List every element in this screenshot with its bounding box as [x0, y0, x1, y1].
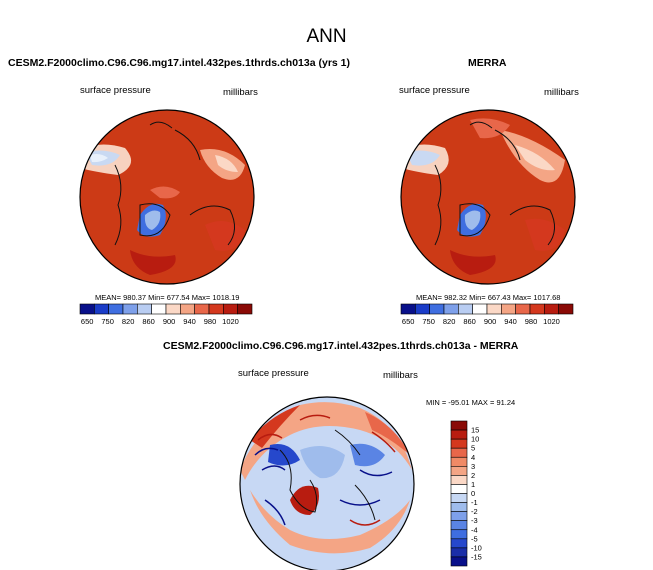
- colorbar-tick-label: 900: [484, 317, 497, 326]
- colorbar-tick-label: 15: [471, 426, 479, 435]
- colorbar-swatch: [151, 303, 167, 315]
- colorbar-swatch: [165, 303, 181, 315]
- colorbar-tick-label: 650: [81, 317, 94, 326]
- colorbar-swatch: [529, 303, 545, 315]
- colorbar-swatch: [450, 484, 468, 494]
- obs-panel-header: MERRA: [468, 57, 507, 69]
- colorbar-tick-label: 860: [463, 317, 476, 326]
- colorbar-swatch: [458, 303, 473, 315]
- colorbar-swatch: [450, 538, 468, 549]
- colorbar-swatch: [450, 493, 468, 503]
- colorbar-tick-label: 940: [183, 317, 196, 326]
- colorbar-swatch: [450, 429, 468, 440]
- colorbar-swatch: [415, 303, 430, 315]
- colorbar-swatch: [450, 511, 468, 521]
- colorbar-swatch: [486, 303, 502, 315]
- model-var-label: surface pressure: [80, 85, 151, 96]
- colorbar-tick-label: 3: [471, 462, 475, 471]
- colorbar-swatch: [450, 447, 468, 458]
- colorbar-tick-label: -5: [471, 534, 478, 543]
- colorbar-swatch: [450, 438, 468, 449]
- colorbar-tick-label: -4: [471, 525, 478, 534]
- colorbar-tick-label: 980: [525, 317, 538, 326]
- colorbar-swatch: [450, 466, 468, 476]
- colorbar-tick-label: 750: [101, 317, 114, 326]
- colorbar-tick-label: -15: [471, 552, 482, 561]
- model-panel-header: CESM2.F2000climo.C96.C96.mg17.intel.432p…: [8, 57, 350, 69]
- colorbar-swatch: [450, 475, 468, 485]
- colorbar-swatch: [443, 303, 459, 315]
- model-colorbar: 650 750 820 860 900 940 980 1020: [79, 303, 253, 326]
- colorbar-swatch: [558, 303, 574, 315]
- colorbar-tick-label: 1020: [543, 317, 560, 326]
- colorbar-swatch: [429, 303, 445, 315]
- obs-var-label: surface pressure: [399, 85, 470, 96]
- colorbar-swatch: [223, 303, 238, 315]
- diff-units: millibars: [383, 370, 418, 381]
- obs-colorbar: 650 750 820 860 900 940 980 1020: [400, 303, 574, 326]
- colorbar-tick-label: 2: [471, 471, 475, 480]
- colorbar-tick-label: 980: [204, 317, 217, 326]
- colorbar-tick-label: 5: [471, 444, 475, 453]
- colorbar-tick-label: 820: [122, 317, 135, 326]
- colorbar-swatch: [194, 303, 210, 315]
- colorbar-tick-label: 10: [471, 435, 479, 444]
- colorbar-swatch: [237, 303, 253, 315]
- colorbar-swatch: [450, 502, 468, 512]
- colorbar-swatch: [94, 303, 109, 315]
- main-title: ANN: [306, 26, 347, 47]
- colorbar-tick-label: -2: [471, 507, 478, 516]
- colorbar-swatch: [79, 303, 95, 315]
- colorbar-tick-label: 4: [471, 453, 475, 462]
- colorbar-swatch: [108, 303, 124, 315]
- model-stats: MEAN= 980.37 Min= 677.54 Max= 1018.19: [95, 293, 240, 302]
- colorbar-swatch: [450, 556, 468, 567]
- diff-var-label: surface pressure: [238, 368, 309, 379]
- colorbar-swatch: [180, 303, 195, 315]
- colorbar-swatch: [450, 529, 468, 540]
- colorbar-tick-label: 860: [142, 317, 155, 326]
- colorbar-swatch: [208, 303, 224, 315]
- colorbar-swatch: [122, 303, 138, 315]
- model-units: millibars: [223, 87, 258, 98]
- diff-stats: MIN = -95.01 MAX = 91.24: [426, 398, 516, 407]
- colorbar-swatch: [450, 520, 468, 531]
- colorbar-tick-label: -10: [471, 543, 482, 552]
- colorbar-tick-label: 1: [471, 480, 475, 489]
- obs-polar-map: [400, 109, 576, 285]
- colorbar-swatch: [450, 456, 468, 467]
- colorbar-swatch: [515, 303, 531, 315]
- model-polar-map: [79, 109, 255, 285]
- diff-panel-header: CESM2.F2000climo.C96.C96.mg17.intel.432p…: [163, 340, 519, 352]
- colorbar-tick-label: 820: [443, 317, 456, 326]
- colorbar-tick-label: 1020: [222, 317, 239, 326]
- colorbar-tick-label: -1: [471, 498, 478, 507]
- colorbar-tick-label: -3: [471, 516, 478, 525]
- colorbar-tick-label: 750: [422, 317, 435, 326]
- colorbar-tick-label: 650: [402, 317, 415, 326]
- colorbar-tick-label: 900: [163, 317, 176, 326]
- colorbar-tick-label: 940: [504, 317, 517, 326]
- colorbar-swatch: [450, 547, 468, 558]
- obs-stats: MEAN= 982.32 Min= 667.43 Max= 1017.68: [416, 293, 561, 302]
- colorbar-swatch: [544, 303, 559, 315]
- colorbar-swatch: [450, 420, 468, 431]
- colorbar-swatch: [501, 303, 516, 315]
- colorbar-swatch: [400, 303, 416, 315]
- diff-polar-map: [239, 396, 415, 570]
- colorbar-swatch: [472, 303, 488, 315]
- colorbar-tick-label: 0: [471, 489, 475, 498]
- obs-units: millibars: [544, 87, 579, 98]
- colorbar-swatch: [137, 303, 152, 315]
